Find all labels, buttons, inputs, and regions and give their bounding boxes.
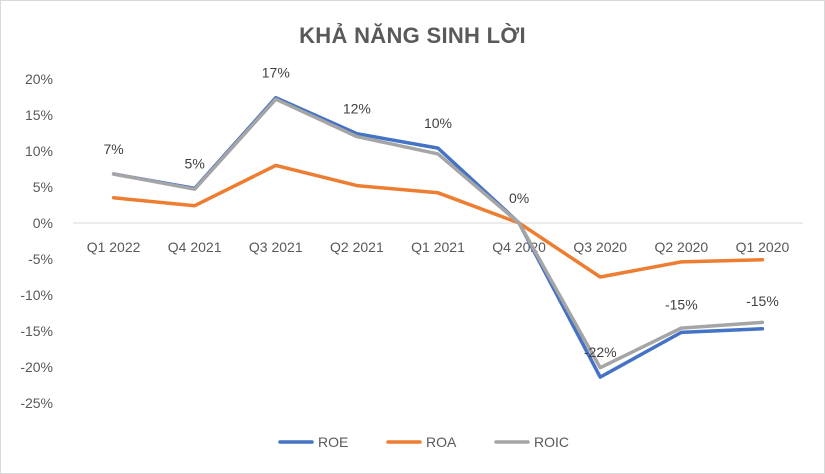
- x-tick-label: Q1 2020: [736, 239, 790, 255]
- data-label: 7%: [103, 141, 123, 157]
- chart-title: KHẢ NĂNG SINH LỜI: [299, 23, 526, 48]
- series-line-roa: [111, 163, 765, 279]
- legend-label-roa: ROA: [426, 434, 457, 450]
- x-tick-label: Q3 2021: [249, 239, 303, 255]
- data-label: 17%: [262, 65, 290, 81]
- legend-label-roic: ROIC: [534, 434, 569, 450]
- data-label: 5%: [185, 155, 205, 171]
- y-tick-label: -20%: [20, 359, 53, 375]
- y-tick-label: 15%: [25, 107, 53, 123]
- y-tick-label: -10%: [20, 287, 53, 303]
- x-tick-label: Q2 2021: [330, 239, 384, 255]
- data-label: 10%: [424, 115, 452, 131]
- y-tick-label: -15%: [20, 323, 53, 339]
- x-tick-label: Q1 2021: [411, 239, 465, 255]
- y-tick-label: 5%: [33, 179, 53, 195]
- y-tick-label: 0%: [33, 215, 53, 231]
- x-tick-label: Q2 2020: [654, 239, 708, 255]
- data-label: -15%: [665, 296, 698, 312]
- data-label: 12%: [343, 101, 371, 117]
- x-tick-label: Q4 2020: [492, 239, 546, 255]
- data-label: -15%: [746, 293, 779, 309]
- data-label: 0%: [509, 190, 529, 206]
- x-tick-label: Q4 2021: [168, 239, 222, 255]
- legend-label-roe: ROE: [318, 434, 348, 450]
- y-tick-label: 20%: [25, 71, 53, 87]
- series-line-roic: [111, 97, 765, 370]
- x-tick-label: Q3 2020: [573, 239, 627, 255]
- x-tick-label: Q1 2022: [87, 239, 141, 255]
- y-tick-label: -5%: [28, 251, 53, 267]
- y-tick-label: 10%: [25, 143, 53, 159]
- data-label: -22%: [584, 344, 617, 360]
- y-tick-label: -25%: [20, 395, 53, 411]
